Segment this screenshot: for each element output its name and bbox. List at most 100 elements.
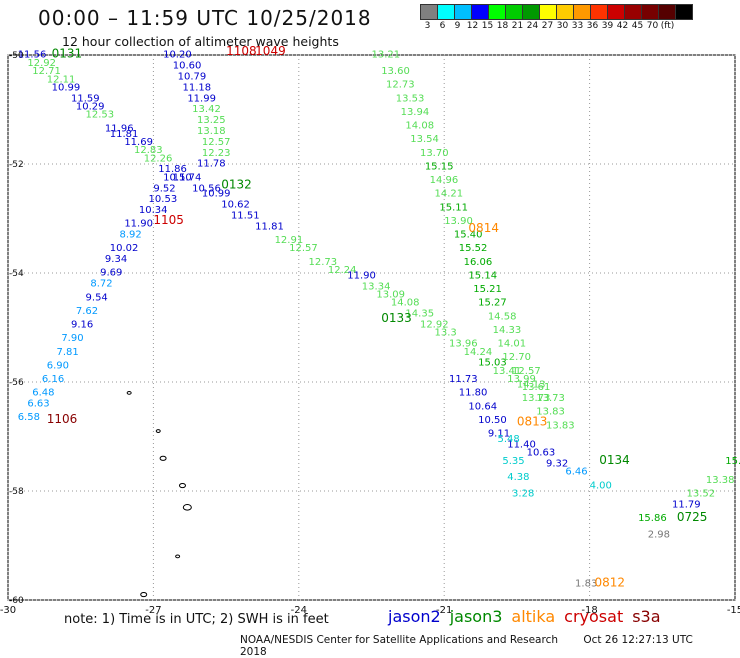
data-point-label: 15.11 [439,202,468,213]
data-point-label: 10.50 [163,172,192,183]
data-point-label: 11.96 [105,123,134,134]
data-point-label: 6.16 [42,374,64,385]
data-point-label: 13.73 [522,393,551,404]
data-point-label: 6.63 [27,399,49,410]
data-point-label: 10.99 [202,189,231,200]
color-scale-label: 45 [631,21,644,31]
data-point-label: 13.61 [522,382,551,393]
x-tick-label: -18 [581,605,597,616]
island-outline [140,591,148,598]
color-scale-label: 12 [466,21,479,31]
color-scale-label: 30 [556,21,569,31]
data-point-label: 8.92 [119,230,141,241]
data-point-label: 13.53 [396,93,425,104]
data-point-label: 10.79 [178,72,207,83]
data-point-label: 14.21 [435,189,464,200]
data-point-label: 14.08 [391,298,420,309]
data-point-label: 14.33 [493,325,522,336]
color-scale-label: 36 [586,21,599,31]
pass-label-0725: 0725 [677,510,708,524]
satellite-legend: jason2 jason3 altika cryosat s3a [388,607,670,626]
data-point-label: 10.34 [139,205,168,216]
island-outline [126,391,132,395]
data-point-label: 7.81 [56,347,78,358]
data-point-label: 15.15 [425,161,454,172]
data-point-label: 12.73 [386,80,415,91]
data-point-label: 11.90 [347,270,376,281]
data-point-label: 15.27 [478,298,507,309]
legend-item-jason3: jason3 [449,607,503,626]
island-outline [178,482,186,489]
data-point-label: 11.78 [197,159,226,170]
data-point-label: 12.26 [144,153,173,164]
data-point-label: 14.96 [430,175,459,186]
data-point-label: 11.59 [71,93,100,104]
data-point-label: 1.83 [575,578,597,589]
data-point-label: 14.01 [498,339,527,350]
data-point-label: 13.18 [197,126,226,137]
pass-label-1105: 1105 [153,213,184,227]
data-point-label: 11.51 [231,211,260,222]
data-point-label: 11.79 [672,499,701,510]
data-point-label: 14.35 [405,309,434,320]
pass-label-0812: 0812 [594,575,625,589]
data-point-label: 7.62 [76,306,98,317]
data-point-label: 11.99 [187,93,216,104]
footer-note: note: 1) Time is in UTC; 2) SWH is in fe… [64,612,329,627]
data-point-label: 12.92 [27,58,56,69]
data-point-label: 12.92 [420,320,449,331]
data-point-label: 13.42 [192,104,221,115]
pass-label-0134: 0134 [599,453,630,467]
data-point-label: 11.56 [18,50,47,61]
y-tick-label: -60 [9,596,24,606]
data-point-label: 10.62 [221,200,250,211]
data-point-label: 12.83 [134,145,163,156]
data-point-label: 13.99 [507,374,536,385]
x-tick-label: -15 [727,605,740,616]
credit-text: NOAA/NESDIS Center for Satellite Applica… [240,634,558,646]
data-point-label: 13.73 [536,393,565,404]
data-point-label: 13.21 [372,50,401,61]
data-point-label: 12.53 [86,110,115,121]
data-point-label: 14.24 [464,347,493,358]
color-scale-label: 6 [439,21,446,31]
color-scale-labels: 3 6 9 12 15 18 21 24 27 30 33 36 39 42 45 70 (ft) [420,21,675,31]
x-tick-label: -24 [291,605,307,616]
data-point-label: 16.06 [464,257,493,268]
credit-line: NOAA/NESDIS Center for Satellite Applica… [240,634,740,658]
island-outline [159,455,167,461]
data-point-label: 15.21 [473,284,502,295]
data-point-label: 9.16 [71,320,93,331]
data-point-label: 9.52 [153,183,175,194]
data-point-label: 13.54 [410,134,439,145]
data-point-label: 9.34 [105,254,127,265]
data-point-label: 11.80 [459,388,488,399]
data-point-label: 10.50 [478,415,507,426]
data-point-label: 13.41 [493,366,522,377]
data-point-label: 15.03 [478,358,507,369]
data-point-label: 10.29 [76,102,105,113]
data-point-label: 10.20 [163,50,192,61]
data-point-label: 9.69 [100,268,122,279]
data-point-label: 13.52 [687,488,716,499]
data-point-label: 11.86 [158,164,187,175]
pass-label-0132: 0132 [221,178,252,192]
data-point-label: 2.98 [648,529,670,540]
data-point-label: 12.11 [47,74,76,85]
data-point-label: 15.52 [459,243,488,254]
data-point-label: 13.70 [420,148,449,159]
data-point-label: 6.90 [47,360,69,371]
data-point-label: 12.71 [32,66,61,77]
data-point-label: 13.94 [401,107,430,118]
data-point-label: 10.64 [468,401,497,412]
data-point-label: 6.48 [32,388,54,399]
data-point-label: 13.09 [376,290,405,301]
data-point-label: 13.83 [546,420,575,431]
data-point-label: 11.18 [182,82,211,93]
data-point-label: 13.90 [444,216,473,227]
color-scale-label: 9 [454,21,461,31]
y-tick-label: -50 [9,51,24,61]
legend-item-cryosat: cryosat [564,607,624,626]
x-tick-label: -27 [145,605,161,616]
data-point-label: 10.60 [173,61,202,72]
